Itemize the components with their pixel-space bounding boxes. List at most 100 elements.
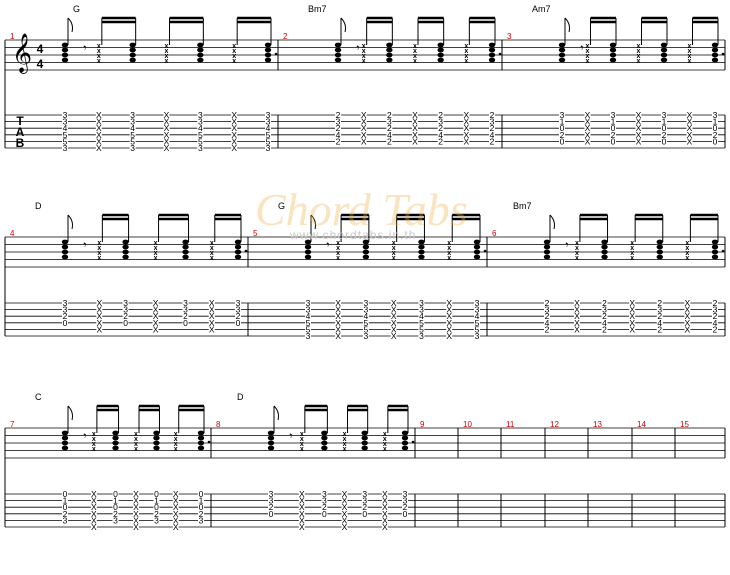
tab-note-bg xyxy=(661,125,667,133)
tab-fret-number: X xyxy=(412,110,418,120)
tab-fret-number: 0 xyxy=(154,502,159,512)
notehead xyxy=(558,57,566,63)
tab-fret-number: 3 xyxy=(362,489,367,499)
tab-note-bg xyxy=(62,138,68,146)
tab-note-bg xyxy=(197,125,204,133)
tab-fret-number: X xyxy=(636,130,642,140)
tab-note-bg xyxy=(446,333,453,340)
tab-note-bg xyxy=(335,319,342,327)
muted-notehead: x xyxy=(92,446,96,453)
tab-note-bg xyxy=(96,313,103,321)
measure-number: 3 xyxy=(507,32,512,41)
tab-note-bg xyxy=(231,118,238,126)
tab-fret-number: 3 xyxy=(113,515,118,525)
tab-fret-number: 3 xyxy=(63,305,68,315)
tab-note-bg xyxy=(544,319,550,327)
muted-notehead: x xyxy=(688,48,692,55)
tab-fret-number: X xyxy=(173,502,179,512)
tab-note-bg xyxy=(335,300,342,307)
notehead xyxy=(437,42,444,48)
muted-notehead: x xyxy=(165,48,169,55)
note-flag xyxy=(340,17,346,33)
tab-fret-number: 0 xyxy=(362,509,367,519)
muted-notehead: x xyxy=(134,436,138,443)
tab-fret-number: 3 xyxy=(198,110,203,120)
tab-note-bg xyxy=(341,497,348,505)
tab-fret-number: 0 xyxy=(713,136,718,146)
tab-note-bg xyxy=(321,497,328,505)
tab-fret-number: 2 xyxy=(387,123,392,133)
tab-fret-number: X xyxy=(685,324,691,334)
notehead xyxy=(321,445,328,451)
tab-note-bg xyxy=(386,131,393,139)
tab-fret-number: 2 xyxy=(662,130,667,140)
tab-fret-number: 1 xyxy=(199,496,204,506)
tab-note-bg xyxy=(686,118,693,126)
chord-name: G xyxy=(278,201,285,211)
tab-fret-number: X xyxy=(231,123,237,133)
tab-note-bg xyxy=(129,112,136,119)
tab-note-bg xyxy=(684,319,691,327)
notehead xyxy=(437,47,444,53)
muted-notehead: x xyxy=(97,255,101,262)
tab-fret-number: X xyxy=(574,324,580,334)
tab-note-bg xyxy=(584,125,591,133)
tab-note-bg xyxy=(361,504,368,512)
muted-notehead: x xyxy=(174,441,178,448)
tab-fret-number: X xyxy=(173,496,179,506)
tab-fret-number: X xyxy=(299,515,305,525)
notehead xyxy=(321,430,328,436)
tab-note-bg xyxy=(129,145,136,152)
tab-note-bg xyxy=(268,510,274,518)
notehead xyxy=(61,57,69,63)
note-flag xyxy=(273,405,279,421)
tab-note-bg xyxy=(635,112,642,119)
tab-fret-number: 2 xyxy=(438,123,443,133)
tab-fret-number: X xyxy=(91,515,97,525)
tab-fret-number: X xyxy=(299,509,305,519)
notehead xyxy=(267,440,275,446)
tab-fret-number: 4 xyxy=(545,318,550,328)
tab-fret-number: 5 xyxy=(63,136,68,146)
tab-note-bg xyxy=(573,313,580,321)
muted-notehead: x xyxy=(413,43,417,50)
tab-note-bg xyxy=(172,517,179,525)
tab-fret-number: 5 xyxy=(364,324,369,334)
chord-name: D xyxy=(237,392,244,402)
tab-note-bg xyxy=(474,313,480,321)
tab-note-bg xyxy=(402,491,408,498)
notehead xyxy=(543,239,551,245)
muted-notehead: x xyxy=(97,53,101,60)
time-signature-top: 4 xyxy=(37,42,44,56)
notehead xyxy=(543,244,551,250)
tab-fret-number: X xyxy=(446,331,452,341)
muted-notehead: x xyxy=(300,436,304,443)
tab-fret-number: X xyxy=(382,509,388,519)
tab-fret-number: X xyxy=(164,110,170,120)
tab-note-bg xyxy=(360,131,367,139)
notehead xyxy=(386,52,393,58)
tab-note-bg xyxy=(62,131,68,139)
tab-note-bg xyxy=(182,313,189,321)
tab-fret-number: 0 xyxy=(322,509,327,519)
muted-notehead: x xyxy=(343,446,347,453)
tab-note-bg xyxy=(231,138,238,146)
tab-note-bg xyxy=(361,491,368,498)
watermark-url: www.chordtabs.in.th xyxy=(290,228,417,242)
tab-fret-number: 5 xyxy=(306,324,311,334)
tab-note-bg xyxy=(463,138,470,146)
tab-fret-number: 3 xyxy=(322,489,327,499)
tab-note-bg xyxy=(112,504,119,512)
muted-notehead: x xyxy=(362,53,366,60)
muted-notehead: x xyxy=(343,431,347,438)
tab-fret-number: 1 xyxy=(713,117,718,127)
tab-note-bg xyxy=(362,306,369,314)
notehead xyxy=(656,244,663,250)
tab-fret-number: 3 xyxy=(130,110,135,120)
tab-fret-number: X xyxy=(209,298,215,308)
muted-notehead: x xyxy=(97,58,101,65)
tab-note-bg xyxy=(684,306,691,314)
tab-fret-number: 5 xyxy=(130,136,135,146)
notehead xyxy=(601,249,608,255)
tab-fret-number: X xyxy=(153,305,159,315)
